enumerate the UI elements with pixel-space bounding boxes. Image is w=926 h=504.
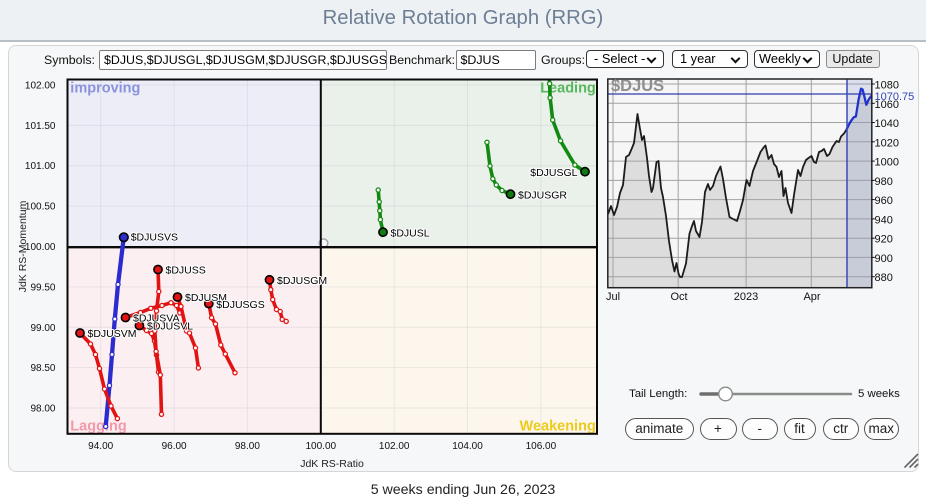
svg-text:$DJUSGM: $DJUSGM [277, 275, 327, 287]
svg-text:980: 980 [875, 176, 893, 188]
svg-text:1040: 1040 [875, 118, 899, 130]
svg-text:96.00: 96.00 [162, 441, 187, 452]
svg-text:$DJUSGS: $DJUSGS [216, 299, 264, 311]
svg-text:$DJUSVA: $DJUSVA [133, 313, 180, 325]
svg-text:$DJUSGR: $DJUSGR [518, 189, 567, 201]
svg-text:$DJUSM: $DJUSM [185, 292, 227, 304]
svg-text:JdK RS-Momentum: JdK RS-Momentum [17, 200, 29, 292]
svg-text:1020: 1020 [875, 137, 899, 149]
svg-text:1070.75: 1070.75 [875, 91, 915, 103]
svg-text:1080: 1080 [875, 80, 899, 92]
svg-text:99.50: 99.50 [30, 282, 55, 293]
svg-text:960: 960 [875, 195, 893, 207]
svg-text:Apr: Apr [803, 291, 820, 303]
svg-text:1000: 1000 [875, 157, 899, 169]
svg-text:$DJUSVL: $DJUSVL [147, 321, 193, 333]
svg-text:$DJUSVM: $DJUSVM [88, 328, 137, 340]
svg-text:94.00: 94.00 [88, 441, 113, 452]
svg-text:940: 940 [875, 214, 893, 226]
svg-text:102.00: 102.00 [379, 441, 410, 452]
svg-text:improving: improving [70, 80, 140, 96]
svg-text:98.00: 98.00 [30, 404, 55, 415]
svg-text:JdK RS-Ratio: JdK RS-Ratio [300, 458, 364, 470]
svg-text:106.00: 106.00 [526, 441, 557, 452]
svg-text:2023: 2023 [734, 291, 758, 303]
svg-text:$DJUSGL: $DJUSGL [530, 167, 577, 179]
svg-text:98.50: 98.50 [30, 363, 55, 374]
svg-text:Oct: Oct [670, 291, 687, 303]
svg-text:900: 900 [875, 253, 893, 265]
svg-text:$DJUSL: $DJUSL [391, 227, 430, 239]
svg-text:101.00: 101.00 [25, 161, 56, 172]
svg-text:104.00: 104.00 [452, 441, 483, 452]
svg-text:99.00: 99.00 [30, 323, 55, 334]
svg-text:$DJUSS: $DJUSS [166, 265, 206, 277]
svg-text:880: 880 [875, 272, 893, 284]
svg-text:Weakening: Weakening [520, 419, 596, 435]
svg-text:920: 920 [875, 234, 893, 246]
svg-text:100.50: 100.50 [25, 202, 56, 213]
svg-text:Jul: Jul [606, 291, 620, 303]
svg-text:Leading: Leading [540, 80, 596, 96]
svg-text:Lagging: Lagging [70, 419, 126, 435]
svg-text:100.00: 100.00 [25, 242, 56, 253]
svg-text:$DJUSVS: $DJUSVS [131, 232, 178, 244]
svg-text:100.00: 100.00 [306, 441, 337, 452]
svg-text:98.00: 98.00 [235, 441, 260, 452]
svg-text:101.50: 101.50 [25, 121, 56, 132]
svg-text:102.00: 102.00 [25, 81, 56, 92]
svg-text:$DJUS: $DJUS [611, 77, 664, 95]
svg-text:1060: 1060 [875, 99, 899, 111]
